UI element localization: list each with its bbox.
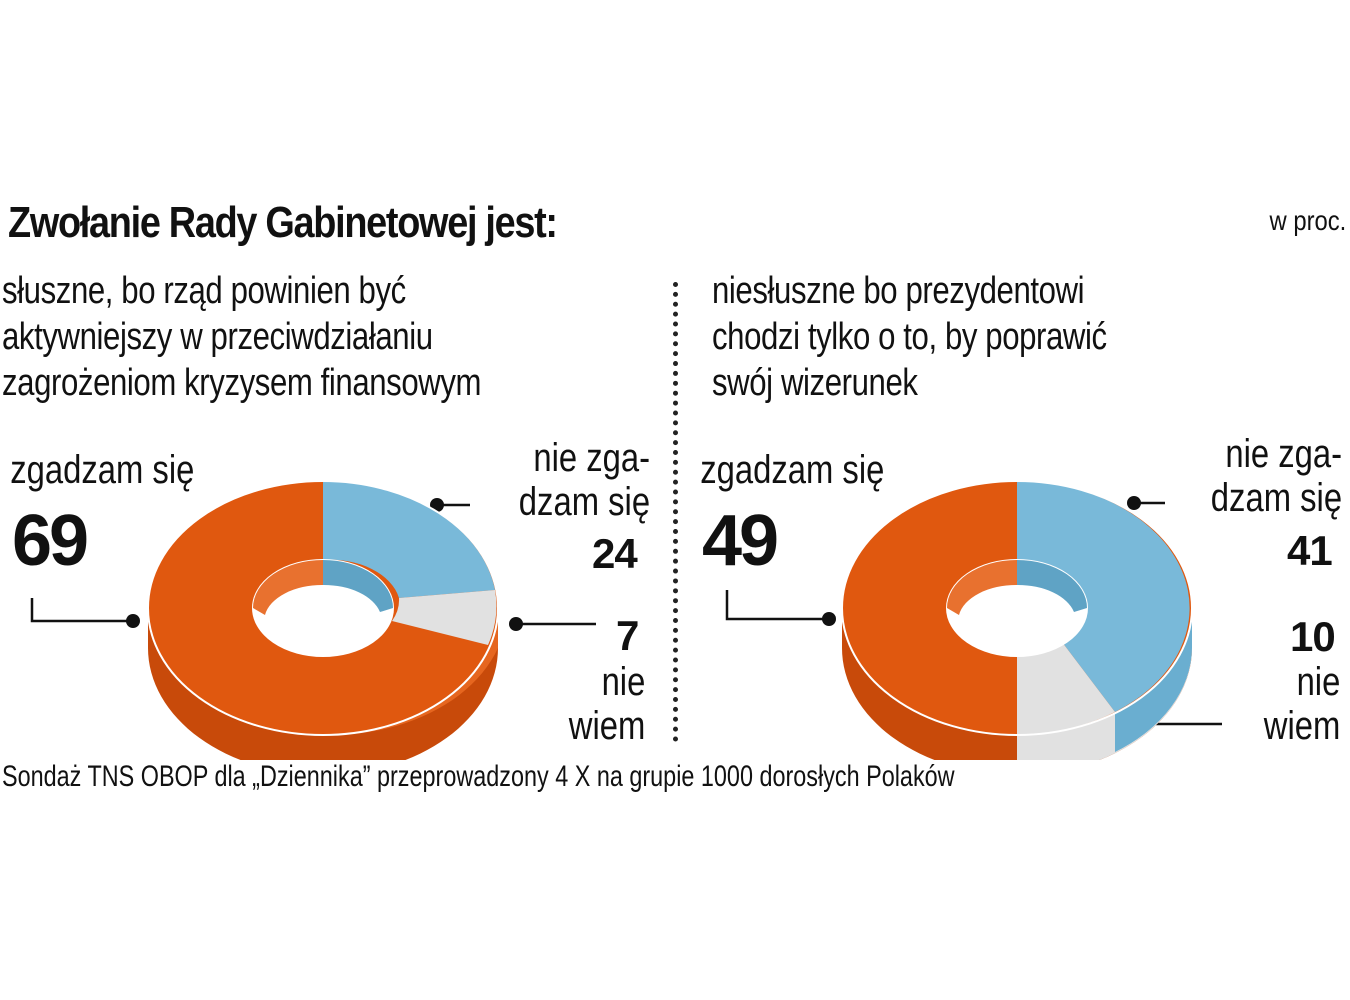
right-agree-value: 49: [702, 501, 779, 581]
source-note: Sondaż TNS OBOP dla „Dziennika” przeprow…: [2, 760, 955, 793]
left-agree-value: 69: [12, 501, 89, 581]
right-agree-label: zgadzam się: [700, 448, 885, 492]
right-dontknow-label: nie wiem: [1263, 660, 1340, 748]
right-agree-connector: [725, 590, 829, 621]
left-question: słuszne, bo rząd powinien być aktywniejs…: [2, 270, 482, 404]
left-disagree-value: 24: [592, 530, 638, 577]
right-question: niesłuszne bo prezydentowi chodzi tylko …: [712, 270, 1107, 404]
left-agree-connector: [30, 598, 133, 623]
right-donut-chart: [725, 480, 1222, 760]
right-dontknow-value: 10: [1290, 613, 1336, 660]
chart-title: Zwołanie Rady Gabinetowej jest:: [8, 198, 558, 247]
dotted-divider: [673, 282, 678, 742]
right-disagree-value: 41: [1287, 527, 1333, 574]
left-dontknow-label: nie wiem: [568, 660, 645, 748]
right-disagree-label: nie zga- dzam się: [1210, 432, 1342, 520]
left-dontknow-value: 7: [616, 612, 639, 659]
left-agree-label: zgadzam się: [10, 448, 195, 492]
left-disagree-label: nie zga- dzam się: [518, 436, 650, 524]
unit-label: w proc.: [1269, 205, 1346, 236]
left-donut-chart: [30, 480, 596, 760]
